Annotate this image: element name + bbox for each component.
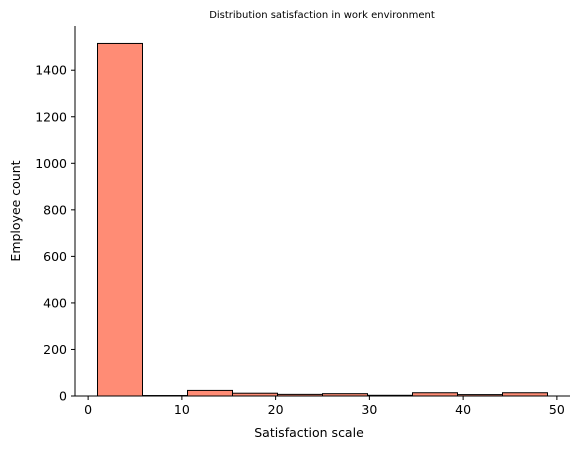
y-tick-label-6: 1200 xyxy=(35,109,67,124)
y-tick-label-1: 200 xyxy=(43,342,67,357)
histogram-bar-0 xyxy=(97,42,143,397)
x-axis-ticks: 0 10 20 30 40 50 xyxy=(84,396,565,417)
y-tick-label-5: 1000 xyxy=(35,156,67,171)
x-tick-label-2: 20 xyxy=(268,402,284,417)
y-tick-label-0: 0 xyxy=(59,389,67,404)
x-tick-label-1: 10 xyxy=(174,402,190,417)
y-axis-label: Employee count xyxy=(8,160,23,261)
histogram-bar-2 xyxy=(187,389,233,397)
x-tick-label-4: 40 xyxy=(455,402,471,417)
y-tick-label-2: 400 xyxy=(43,295,67,310)
y-tick-label-4: 800 xyxy=(43,202,67,217)
x-axis-label: Satisfaction scale xyxy=(254,425,364,440)
x-tick-label-5: 50 xyxy=(549,402,565,417)
bars-group xyxy=(97,42,548,397)
x-tick-label-3: 30 xyxy=(361,402,377,417)
y-axis-ticks: 0 200 400 600 800 1000 1200 1400 xyxy=(35,63,75,404)
y-tick-label-7: 1400 xyxy=(35,63,67,78)
y-tick-label-3: 600 xyxy=(43,249,67,264)
x-tick-label-0: 0 xyxy=(84,402,92,417)
chart-title: Distribution satisfaction in work enviro… xyxy=(209,10,435,21)
